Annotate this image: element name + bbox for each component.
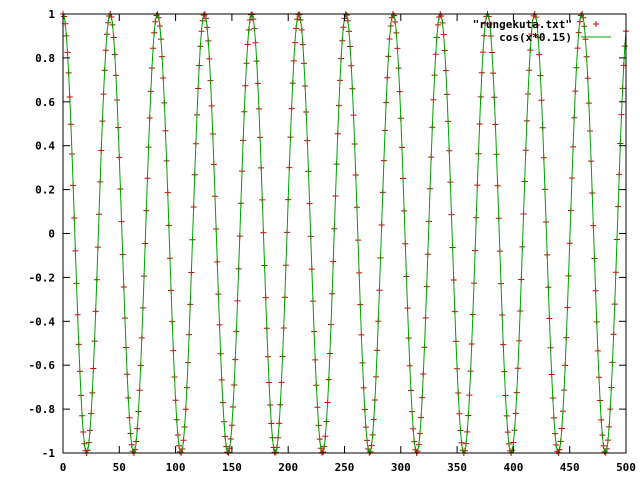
x-tick-label: 150 — [222, 461, 242, 474]
y-tick-label: 0.6 — [35, 96, 55, 109]
legend-key-points — [593, 21, 599, 27]
y-tick-label: 0.4 — [35, 140, 55, 153]
y-tick-label: 0 — [48, 228, 55, 241]
x-tick-label: 100 — [166, 461, 186, 474]
y-tick-label: -0.6 — [29, 359, 56, 372]
y-tick-label: -0.2 — [29, 271, 56, 284]
y-tick-label: -1 — [42, 447, 56, 460]
legend: "rungekuta.txt"cos(x*0.15) — [473, 18, 611, 44]
plot-series — [60, 11, 629, 456]
y-tick-label: 0.8 — [35, 52, 55, 65]
legend-label-line: cos(x*0.15) — [499, 31, 572, 44]
legend-label-points: "rungekuta.txt" — [473, 18, 572, 31]
series-line-cos — [62, 13, 627, 454]
x-tick-label: 250 — [335, 461, 355, 474]
axis-labels: 0 50 100 150 200 250 300 350 400 450 500 1 0.8 0.6 0.4… — [29, 8, 636, 474]
x-tick-label: 300 — [391, 461, 411, 474]
y-tick-label: 1 — [48, 8, 55, 21]
x-tick-label: 0 — [60, 461, 67, 474]
y-tick-label: -0.4 — [29, 315, 56, 328]
x-tick-label: 350 — [447, 461, 467, 474]
x-tick-label: 400 — [503, 461, 523, 474]
x-tick-label: 200 — [278, 461, 298, 474]
x-tick-label: 500 — [616, 461, 636, 474]
axis-ticks — [62, 13, 627, 454]
x-tick-label: 50 — [113, 461, 126, 474]
y-tick-label: -0.8 — [29, 403, 56, 416]
x-tick-label: 450 — [560, 461, 580, 474]
y-tick-label: 0.2 — [35, 184, 55, 197]
plot-border — [62, 13, 627, 454]
